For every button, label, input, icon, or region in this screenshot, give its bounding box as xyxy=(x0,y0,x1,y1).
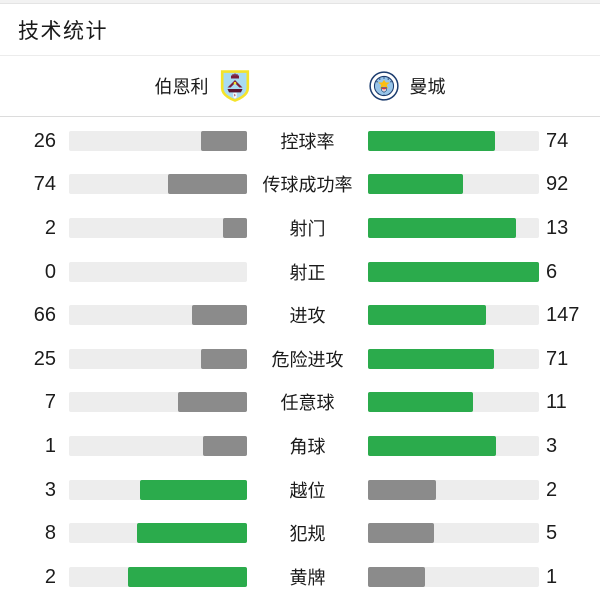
home-bar-fill xyxy=(128,566,247,587)
away-value: 74 xyxy=(546,129,569,152)
home-value: 2 xyxy=(44,216,56,239)
stat-row: 2 射门 13 xyxy=(0,206,600,250)
stat-row: 26 控球率 74 xyxy=(0,119,600,163)
home-bar-fill xyxy=(200,130,247,151)
stat-label: 射门 xyxy=(289,218,326,239)
home-value: 2 xyxy=(44,565,56,588)
away-value: 3 xyxy=(546,434,558,457)
away-bar-track xyxy=(368,261,539,282)
home-bar-track xyxy=(69,523,247,544)
home-value: 25 xyxy=(33,347,56,370)
home-bar-fill xyxy=(140,479,247,500)
home-bar-fill xyxy=(202,435,247,456)
away-value: 92 xyxy=(546,173,569,196)
stat-label: 任意球 xyxy=(280,393,335,414)
away-value: 5 xyxy=(546,522,558,545)
away-bar-track xyxy=(368,217,539,238)
away-bar-track xyxy=(368,523,539,544)
stat-row: 0 射正 6 xyxy=(0,250,600,294)
home-value: 66 xyxy=(33,304,56,327)
away-bar-fill xyxy=(368,130,495,151)
home-bar-track xyxy=(69,130,247,151)
home-value: 1 xyxy=(44,434,56,457)
page-title: 技术统计 xyxy=(18,19,108,43)
stat-label: 控球率 xyxy=(280,131,335,152)
away-bar-fill xyxy=(368,261,539,282)
home-bar-track xyxy=(69,479,247,500)
stat-row: 25 危险进攻 71 xyxy=(0,337,600,381)
stat-label: 进攻 xyxy=(289,306,326,327)
stat-label: 黄牌 xyxy=(289,567,326,588)
away-value: 1 xyxy=(546,565,558,588)
away-bar-track xyxy=(368,348,539,369)
home-bar-track xyxy=(69,217,247,238)
stat-row: 2 黄牌 1 xyxy=(0,555,600,599)
away-bar-track xyxy=(368,174,539,195)
home-value: 3 xyxy=(44,478,56,501)
burnley-crest-icon xyxy=(220,70,250,102)
away-bar-fill xyxy=(368,305,486,326)
away-bar-fill xyxy=(368,392,473,413)
away-bar-track xyxy=(368,435,539,456)
away-bar-track xyxy=(368,392,539,413)
away-value: 6 xyxy=(546,260,558,283)
away-team: 曼城 xyxy=(368,70,446,102)
home-value: 8 xyxy=(44,522,56,545)
away-bar-track xyxy=(368,130,539,151)
home-bar-fill xyxy=(200,348,247,369)
away-bar-fill xyxy=(368,348,495,369)
home-bar-fill xyxy=(177,392,247,413)
away-bar-fill xyxy=(368,566,425,587)
stat-row: 1 角球 3 xyxy=(0,424,600,468)
home-bar-fill xyxy=(167,174,247,195)
home-bar-track xyxy=(69,435,247,456)
home-bar-fill xyxy=(223,217,247,238)
home-value: 26 xyxy=(33,129,56,152)
away-team-name: 曼城 xyxy=(409,77,446,97)
home-value: 74 xyxy=(33,173,56,196)
home-bar-fill xyxy=(191,305,247,326)
home-bar-track xyxy=(69,305,247,326)
mancity-crest-icon xyxy=(368,70,399,102)
away-value: 11 xyxy=(546,391,567,414)
away-bar-fill xyxy=(368,217,517,238)
stat-label: 犯规 xyxy=(289,524,326,545)
away-bar-fill xyxy=(368,523,434,544)
stat-label: 越位 xyxy=(289,480,326,501)
home-bar-track xyxy=(69,392,247,413)
page-top-divider xyxy=(0,0,600,4)
teams-header: 伯恩利 xyxy=(0,56,600,117)
home-bar-track xyxy=(69,261,247,282)
stat-row: 3 越位 2 xyxy=(0,468,600,512)
home-value: 7 xyxy=(44,391,56,414)
away-bar-track xyxy=(368,305,539,326)
stat-label: 危险进攻 xyxy=(271,349,344,370)
away-bar-fill xyxy=(368,174,463,195)
home-bar-track xyxy=(69,174,247,195)
home-bar-fill xyxy=(137,523,247,544)
away-value: 2 xyxy=(546,478,558,501)
stat-row: 8 犯规 5 xyxy=(0,511,600,555)
away-bar-fill xyxy=(368,435,497,456)
home-team-name: 伯恩利 xyxy=(154,77,209,97)
stat-label: 角球 xyxy=(289,436,326,457)
away-bar-track xyxy=(368,566,539,587)
away-value: 71 xyxy=(546,347,569,370)
away-bar-track xyxy=(368,479,539,500)
away-value: 13 xyxy=(546,216,569,239)
home-value: 0 xyxy=(44,260,56,283)
home-bar-track xyxy=(69,566,247,587)
section-header: 技术统计 xyxy=(0,4,600,56)
stat-row: 74 传球成功率 92 xyxy=(0,163,600,207)
stat-label: 传球成功率 xyxy=(262,175,353,196)
stat-row: 7 任意球 11 xyxy=(0,381,600,425)
away-bar-fill xyxy=(368,479,437,500)
home-team: 伯恩利 xyxy=(155,70,250,102)
stat-row: 66 进攻 147 xyxy=(0,293,600,337)
stat-label: 射正 xyxy=(289,262,326,283)
away-value: 147 xyxy=(546,304,580,327)
stats-list: 26 控球率 74 74 传球成功率 92 2 射门 13 0 xyxy=(0,117,600,599)
home-bar-track xyxy=(69,348,247,369)
